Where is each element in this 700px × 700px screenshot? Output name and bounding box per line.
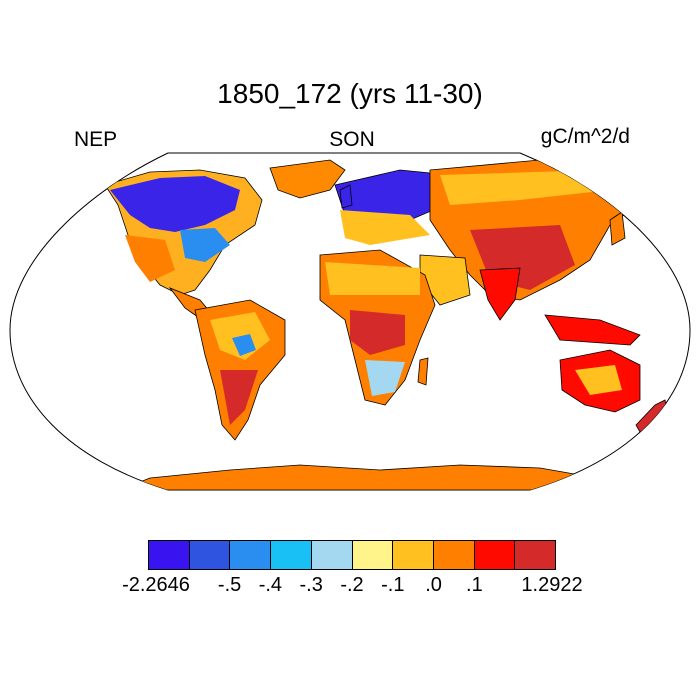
colorbar-swatch-0 [149,541,190,569]
greenland [269,159,346,199]
europe-south [340,210,430,245]
colorbar-swatch-6 [393,541,434,569]
colorbar-label-6: .0 [425,574,442,596]
units-label: gC/m^2/d [540,125,630,148]
madagascar [417,357,429,386]
uk [339,184,353,209]
colorbar-label-3: -.3 [299,574,323,596]
africa-central [350,310,405,355]
colorbar-swatch-7 [433,541,475,569]
colorbar [148,540,556,570]
africa-sahara [325,262,420,295]
colorbar-swatch-8 [474,541,516,569]
colorbar-label-2: -.4 [258,574,283,596]
season-label: SON [329,128,375,151]
colorbar-swatch-5 [352,541,394,569]
india [479,267,521,321]
north-america-west [125,235,175,282]
south-america-blue [232,334,256,356]
colorbar-labels: -2.2646 -.5 -.4 -.3 -.2 -.1 .0 .1 1.2922 [0,574,700,604]
variable-label: NEP [74,128,118,151]
japan [609,211,626,246]
colorbar-swatch-2 [230,541,272,569]
colorbar-label-5: -.1 [381,574,405,596]
south-america-south [220,370,258,425]
colorbar-swatch-3 [271,541,312,569]
map-title: 1850_172 (yrs 11-30) [217,78,483,109]
colorbar-label-1: -.5 [217,574,242,596]
indonesia [544,314,641,346]
north-america-east [180,228,230,262]
colorbar-label-8: 1.2922 [521,574,583,596]
colorbar-swatch-4 [311,541,353,569]
colorbar-label-7: .1 [466,574,483,596]
north-america-cold [110,176,240,232]
asia-north [440,170,610,205]
colorbar-label-4: -.2 [340,574,364,596]
colorbar-label-0: -2.2646 [122,574,190,596]
africa-south [365,360,405,396]
australia-interior [575,365,622,395]
colorbar-swatch-9 [515,541,556,569]
colorbar-swatch-1 [189,541,231,569]
